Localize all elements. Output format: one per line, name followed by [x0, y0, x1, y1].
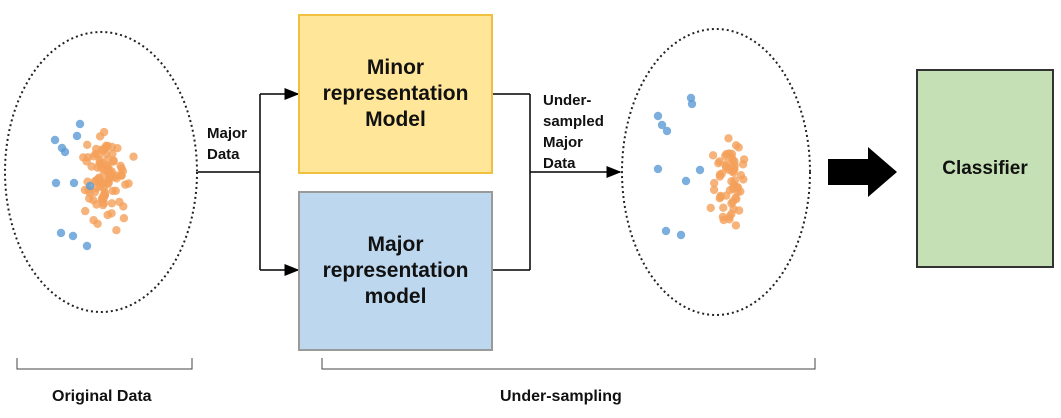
majority-point — [739, 155, 749, 164]
minority-point — [695, 165, 705, 175]
majority-point — [731, 221, 741, 230]
majority-point — [734, 143, 743, 152]
original-data-text: Original Data — [52, 388, 152, 405]
majority-point — [119, 202, 128, 211]
minority-point — [676, 230, 686, 240]
majority-point — [95, 132, 105, 141]
majority-point — [725, 215, 734, 224]
majority-point — [710, 178, 719, 188]
majority-point — [85, 194, 94, 203]
major-model-label: Major representation model — [322, 233, 469, 308]
original-data-cluster — [4, 31, 198, 313]
majority-point — [112, 226, 121, 235]
minority-point — [51, 178, 61, 188]
majority-point — [83, 140, 92, 149]
majority-point — [99, 146, 108, 155]
majority-point — [709, 185, 719, 195]
majority-point — [721, 161, 730, 171]
minority-point — [75, 119, 85, 129]
majority-point — [81, 206, 90, 216]
classifier-label: Classifier — [942, 157, 1028, 179]
majority-point — [98, 177, 107, 187]
majority-point — [733, 183, 742, 193]
minority-point — [653, 111, 663, 121]
minority-point — [56, 228, 66, 238]
majority-point — [104, 175, 113, 184]
majority-point — [124, 179, 133, 188]
undersampled-major-data-text: Under- sampled Major Data — [543, 92, 604, 172]
undersampled-data-cluster — [621, 28, 811, 316]
majority-point — [708, 151, 718, 160]
original-data-caption: Original Data — [52, 386, 152, 407]
majority-point — [91, 149, 100, 159]
majority-point — [721, 151, 730, 161]
minority-point — [50, 135, 60, 145]
majority-point — [100, 191, 109, 200]
majority-point — [727, 153, 736, 162]
majority-point — [102, 161, 111, 170]
under-sampling-text: Under-sampling — [500, 388, 622, 405]
majority-point — [107, 142, 117, 152]
majority-point — [99, 198, 109, 208]
majority-point — [722, 191, 731, 200]
majority-point — [108, 149, 117, 158]
majority-point — [93, 219, 102, 228]
majority-point — [107, 199, 117, 208]
under-sampling-bracket — [321, 358, 816, 370]
minor-model-label: Minor representation Model — [322, 56, 469, 131]
original-data-points — [50, 119, 138, 251]
minority-point — [82, 241, 92, 251]
majority-point — [724, 134, 733, 143]
merge-connector — [493, 93, 622, 271]
undersampled-major-data-label: Under- sampled Major Data — [543, 90, 604, 174]
minor-representation-model-box: Minor representation Model — [298, 14, 493, 174]
minority-point — [653, 164, 663, 174]
majority-point — [730, 176, 740, 185]
majority-point — [118, 167, 128, 176]
majority-point — [83, 153, 93, 162]
minority-point — [662, 126, 672, 136]
majority-point — [92, 200, 101, 209]
majority-point — [730, 164, 739, 174]
original-data-bracket — [16, 358, 193, 370]
minority-point — [687, 99, 697, 109]
majority-point — [119, 214, 129, 223]
minority-point — [69, 178, 79, 188]
majority-point — [93, 163, 102, 172]
minority-point — [68, 231, 78, 241]
under-sampling-caption: Under-sampling — [500, 386, 622, 407]
classifier-box: Classifier — [916, 69, 1054, 268]
minority-point — [72, 131, 82, 141]
minority-point — [657, 120, 667, 130]
majority-point — [706, 203, 715, 213]
majority-point — [129, 152, 138, 161]
major-data-text: Major Data — [207, 125, 248, 163]
majority-point — [717, 169, 726, 178]
minority-point — [661, 226, 671, 236]
majority-point — [103, 210, 112, 220]
majority-point — [714, 159, 723, 168]
major-representation-model-box: Major representation model — [298, 191, 493, 351]
split-connector — [198, 88, 300, 276]
classifier-arrow — [828, 147, 897, 197]
majority-point — [92, 183, 101, 193]
majority-point — [111, 186, 121, 195]
minority-point — [85, 181, 95, 191]
majority-point — [739, 175, 748, 184]
minority-point — [681, 176, 691, 186]
undersampled-data-points — [653, 93, 749, 240]
majority-point — [719, 203, 728, 212]
majority-point — [734, 206, 744, 215]
minority-point — [60, 147, 70, 157]
major-data-label: Major Data — [207, 123, 247, 165]
